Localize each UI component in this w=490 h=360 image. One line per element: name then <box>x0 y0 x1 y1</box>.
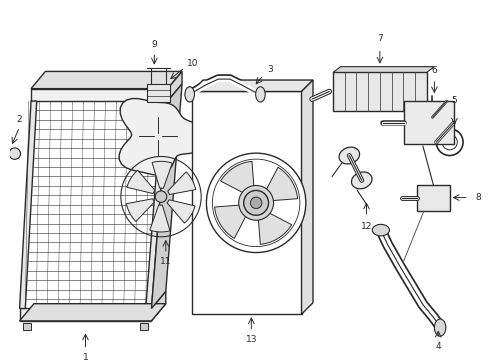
Text: 13: 13 <box>245 334 257 343</box>
Ellipse shape <box>351 172 372 189</box>
Polygon shape <box>20 101 37 309</box>
Circle shape <box>206 153 306 253</box>
Polygon shape <box>333 67 435 72</box>
Text: 1: 1 <box>83 353 88 360</box>
Polygon shape <box>192 80 313 91</box>
Ellipse shape <box>372 224 390 236</box>
Polygon shape <box>151 84 182 309</box>
Polygon shape <box>151 291 166 321</box>
Text: 9: 9 <box>151 40 157 49</box>
Polygon shape <box>20 309 151 321</box>
Text: 3: 3 <box>267 65 273 74</box>
Circle shape <box>155 191 167 202</box>
Polygon shape <box>265 167 297 201</box>
Text: 10: 10 <box>187 59 198 68</box>
Polygon shape <box>127 170 155 194</box>
Ellipse shape <box>185 87 195 102</box>
Text: 2: 2 <box>17 115 23 124</box>
Polygon shape <box>167 200 195 223</box>
Polygon shape <box>168 71 182 101</box>
Circle shape <box>425 117 440 132</box>
Polygon shape <box>126 199 154 221</box>
Polygon shape <box>258 211 292 244</box>
Polygon shape <box>140 323 147 330</box>
Ellipse shape <box>435 319 446 336</box>
Polygon shape <box>215 205 247 238</box>
Polygon shape <box>168 172 196 194</box>
Polygon shape <box>192 91 301 314</box>
Polygon shape <box>152 161 172 188</box>
Text: 12: 12 <box>361 222 372 231</box>
Polygon shape <box>301 80 313 314</box>
Text: 5: 5 <box>452 96 457 105</box>
Text: 6: 6 <box>432 66 437 75</box>
Circle shape <box>244 190 269 215</box>
Polygon shape <box>20 304 166 321</box>
Polygon shape <box>404 101 454 144</box>
Polygon shape <box>31 71 182 89</box>
Polygon shape <box>147 84 170 102</box>
Circle shape <box>239 185 273 220</box>
Circle shape <box>147 125 170 148</box>
Text: 8: 8 <box>475 193 481 202</box>
Polygon shape <box>24 323 31 330</box>
Circle shape <box>9 148 21 159</box>
Circle shape <box>250 197 262 208</box>
Polygon shape <box>119 99 211 175</box>
Text: 11: 11 <box>160 257 172 266</box>
Ellipse shape <box>339 147 360 164</box>
Polygon shape <box>150 205 170 232</box>
Text: 4: 4 <box>436 342 441 351</box>
Polygon shape <box>220 161 254 194</box>
Polygon shape <box>31 89 168 101</box>
Text: 7: 7 <box>377 35 383 44</box>
Ellipse shape <box>256 87 265 102</box>
Polygon shape <box>146 101 168 309</box>
Polygon shape <box>333 72 427 111</box>
Polygon shape <box>417 185 450 211</box>
Circle shape <box>137 116 179 157</box>
